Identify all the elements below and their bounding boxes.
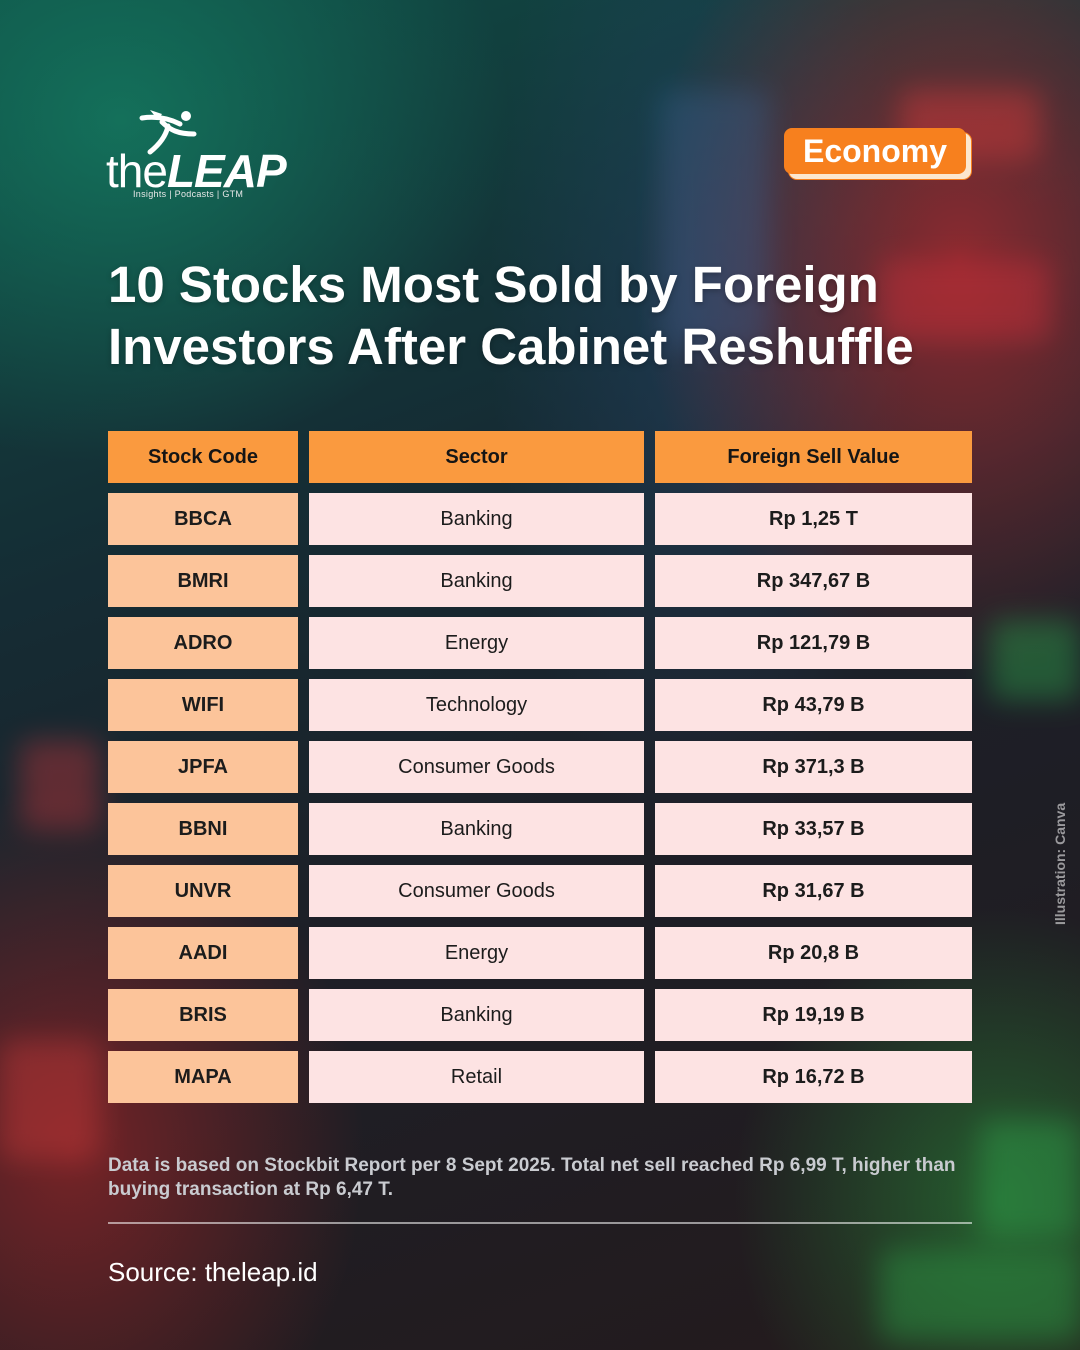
bg-bokeh xyxy=(0,1040,100,1160)
data-note: Data is based on Stockbit Report per 8 S… xyxy=(108,1155,956,1200)
sell-value-cell: Rp 19,19 B xyxy=(655,989,972,1041)
table-row: MAPA Retail Rp 16,72 B xyxy=(108,1051,972,1103)
stock-code-cell: BBCA xyxy=(108,493,298,545)
sector-cell: Retail xyxy=(309,1051,644,1103)
sector-cell: Consumer Goods xyxy=(309,865,644,917)
sell-value-cell: Rp 16,72 B xyxy=(655,1051,972,1103)
table-row: WIFI Technology Rp 43,79 B xyxy=(108,679,972,731)
header-stock-code: Stock Code xyxy=(108,431,298,483)
stock-code-cell: ADRO xyxy=(108,617,298,669)
table-row: AADI Energy Rp 20,8 B xyxy=(108,927,972,979)
source-text: Source: theleap.id xyxy=(108,1257,318,1287)
sell-value-cell: Rp 347,67 B xyxy=(655,555,972,607)
bg-bokeh xyxy=(880,1250,1080,1340)
brand-wordmark: theLEAP xyxy=(106,145,287,197)
sector-cell: Energy xyxy=(309,617,644,669)
table-row: BBCA Banking Rp 1,25 T xyxy=(108,493,972,545)
page-title: 10 Stocks Most Sold by Foreign Investors… xyxy=(108,256,914,375)
table-header-row: Stock Code Sector Foreign Sell Value xyxy=(108,431,972,483)
header-sector: Sector xyxy=(309,431,644,483)
illustration-credit: Illustration: Canva xyxy=(1052,802,1068,925)
bg-bokeh xyxy=(990,620,1080,700)
bg-bokeh xyxy=(20,740,100,830)
stock-code-cell: BBNI xyxy=(108,803,298,855)
table-row: JPFA Consumer Goods Rp 371,3 B xyxy=(108,741,972,793)
category-badge: Economy xyxy=(784,128,966,174)
sector-cell: Energy xyxy=(309,927,644,979)
table-row: BRIS Banking Rp 19,19 B xyxy=(108,989,972,1041)
stock-code-cell: UNVR xyxy=(108,865,298,917)
sell-value-cell: Rp 20,8 B xyxy=(655,927,972,979)
brand-tagline: Insights | Podcasts | GTM xyxy=(133,189,244,199)
divider xyxy=(108,1222,972,1224)
stocks-table: Stock Code Sector Foreign Sell Value BBC… xyxy=(108,431,972,1113)
table-row: BMRI Banking Rp 347,67 B xyxy=(108,555,972,607)
sell-value-cell: Rp 31,67 B xyxy=(655,865,972,917)
table-row: UNVR Consumer Goods Rp 31,67 B xyxy=(108,865,972,917)
sector-cell: Banking xyxy=(309,493,644,545)
stock-code-cell: JPFA xyxy=(108,741,298,793)
sector-cell: Consumer Goods xyxy=(309,741,644,793)
brand-logo: theLEAP Insights | Podcasts | GTM xyxy=(106,104,296,204)
bg-bokeh xyxy=(980,1120,1080,1240)
stock-code-cell: BRIS xyxy=(108,989,298,1041)
sector-cell: Technology xyxy=(309,679,644,731)
sell-value-cell: Rp 371,3 B xyxy=(655,741,972,793)
stock-code-cell: MAPA xyxy=(108,1051,298,1103)
sell-value-cell: Rp 1,25 T xyxy=(655,493,972,545)
bg-bokeh xyxy=(660,90,770,350)
sector-cell: Banking xyxy=(309,555,644,607)
header-foreign-sell-value: Foreign Sell Value xyxy=(655,431,972,483)
stock-code-cell: WIFI xyxy=(108,679,298,731)
sell-value-cell: Rp 33,57 B xyxy=(655,803,972,855)
stock-code-cell: AADI xyxy=(108,927,298,979)
table-row: BBNI Banking Rp 33,57 B xyxy=(108,803,972,855)
stock-code-cell: BMRI xyxy=(108,555,298,607)
sell-value-cell: Rp 121,79 B xyxy=(655,617,972,669)
table-row: ADRO Energy Rp 121,79 B xyxy=(108,617,972,669)
bg-bokeh xyxy=(880,260,1050,340)
sell-value-cell: Rp 43,79 B xyxy=(655,679,972,731)
sector-cell: Banking xyxy=(309,989,644,1041)
leaping-figure-icon xyxy=(139,110,197,155)
sector-cell: Banking xyxy=(309,803,644,855)
